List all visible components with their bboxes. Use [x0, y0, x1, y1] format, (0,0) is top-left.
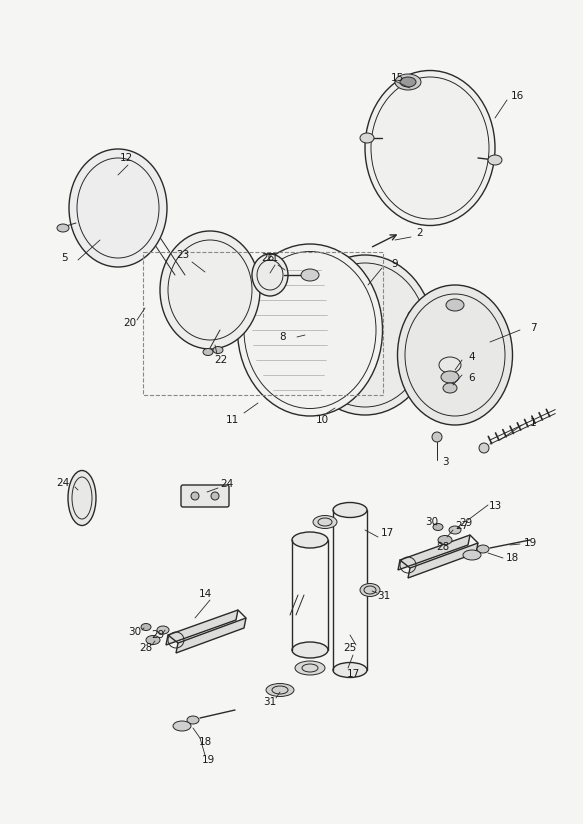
Text: 24: 24 — [57, 478, 69, 488]
Text: 11: 11 — [226, 415, 238, 425]
Text: 27: 27 — [455, 521, 469, 531]
Ellipse shape — [237, 244, 382, 416]
Ellipse shape — [295, 661, 325, 675]
Text: 9: 9 — [392, 259, 398, 269]
Text: 30: 30 — [128, 627, 142, 637]
Text: 4: 4 — [469, 352, 475, 362]
Ellipse shape — [266, 683, 294, 696]
Text: 19: 19 — [201, 755, 215, 765]
Text: 28: 28 — [139, 643, 153, 653]
Ellipse shape — [443, 383, 457, 393]
Ellipse shape — [395, 74, 421, 90]
Ellipse shape — [292, 532, 328, 548]
Ellipse shape — [146, 635, 160, 644]
Text: 18: 18 — [198, 737, 212, 747]
Ellipse shape — [333, 662, 367, 677]
Circle shape — [191, 492, 199, 500]
Text: 21: 21 — [265, 253, 279, 263]
Text: 13: 13 — [489, 501, 501, 511]
Ellipse shape — [292, 642, 328, 658]
Text: 30: 30 — [426, 517, 438, 527]
Text: 2: 2 — [417, 228, 423, 238]
Ellipse shape — [360, 583, 380, 597]
Ellipse shape — [69, 149, 167, 267]
Ellipse shape — [438, 536, 452, 545]
Ellipse shape — [68, 471, 96, 526]
Ellipse shape — [173, 721, 191, 731]
Ellipse shape — [57, 224, 69, 232]
Ellipse shape — [301, 269, 319, 281]
Ellipse shape — [432, 432, 442, 442]
Text: 17: 17 — [346, 669, 360, 679]
Ellipse shape — [213, 347, 223, 353]
Ellipse shape — [479, 443, 489, 453]
Bar — [143, 252, 383, 395]
Text: 29: 29 — [459, 518, 473, 528]
Ellipse shape — [360, 133, 374, 143]
Text: 26: 26 — [261, 253, 275, 263]
Text: 12: 12 — [120, 153, 132, 163]
Text: 31: 31 — [264, 697, 276, 707]
Text: 17: 17 — [380, 528, 394, 538]
Ellipse shape — [203, 349, 213, 355]
Text: 8: 8 — [280, 332, 286, 342]
Ellipse shape — [398, 285, 512, 425]
Ellipse shape — [141, 624, 151, 630]
Ellipse shape — [333, 503, 367, 517]
Text: 15: 15 — [391, 73, 403, 83]
Ellipse shape — [252, 254, 288, 296]
Text: 23: 23 — [177, 250, 189, 260]
Text: 31: 31 — [377, 591, 391, 601]
Ellipse shape — [446, 299, 464, 311]
Ellipse shape — [449, 526, 461, 534]
Text: 22: 22 — [215, 355, 227, 365]
Circle shape — [211, 492, 219, 500]
Polygon shape — [398, 535, 470, 570]
Ellipse shape — [365, 71, 495, 226]
Text: 14: 14 — [198, 589, 212, 599]
Ellipse shape — [187, 716, 199, 724]
Ellipse shape — [400, 77, 416, 87]
Text: 6: 6 — [469, 373, 475, 383]
Text: 28: 28 — [436, 542, 449, 552]
Ellipse shape — [488, 155, 502, 165]
Text: 24: 24 — [220, 479, 234, 489]
Ellipse shape — [477, 545, 489, 553]
Polygon shape — [176, 618, 246, 653]
Ellipse shape — [313, 516, 337, 528]
Text: 1: 1 — [530, 418, 536, 428]
Text: 3: 3 — [442, 457, 448, 467]
Text: 25: 25 — [343, 643, 357, 653]
Text: 29: 29 — [152, 630, 164, 640]
Text: 7: 7 — [530, 323, 536, 333]
Text: 18: 18 — [505, 553, 519, 563]
Text: 5: 5 — [61, 253, 67, 263]
Ellipse shape — [408, 310, 422, 320]
Ellipse shape — [463, 550, 481, 560]
Polygon shape — [408, 543, 478, 578]
Polygon shape — [166, 610, 238, 645]
Ellipse shape — [441, 371, 459, 383]
Ellipse shape — [296, 255, 434, 415]
Text: 16: 16 — [510, 91, 524, 101]
Text: 20: 20 — [124, 318, 136, 328]
Ellipse shape — [411, 312, 419, 318]
Text: 10: 10 — [315, 415, 329, 425]
Text: 19: 19 — [524, 538, 536, 548]
Ellipse shape — [160, 231, 260, 349]
FancyBboxPatch shape — [181, 485, 229, 507]
Ellipse shape — [433, 523, 443, 531]
Ellipse shape — [157, 626, 169, 634]
